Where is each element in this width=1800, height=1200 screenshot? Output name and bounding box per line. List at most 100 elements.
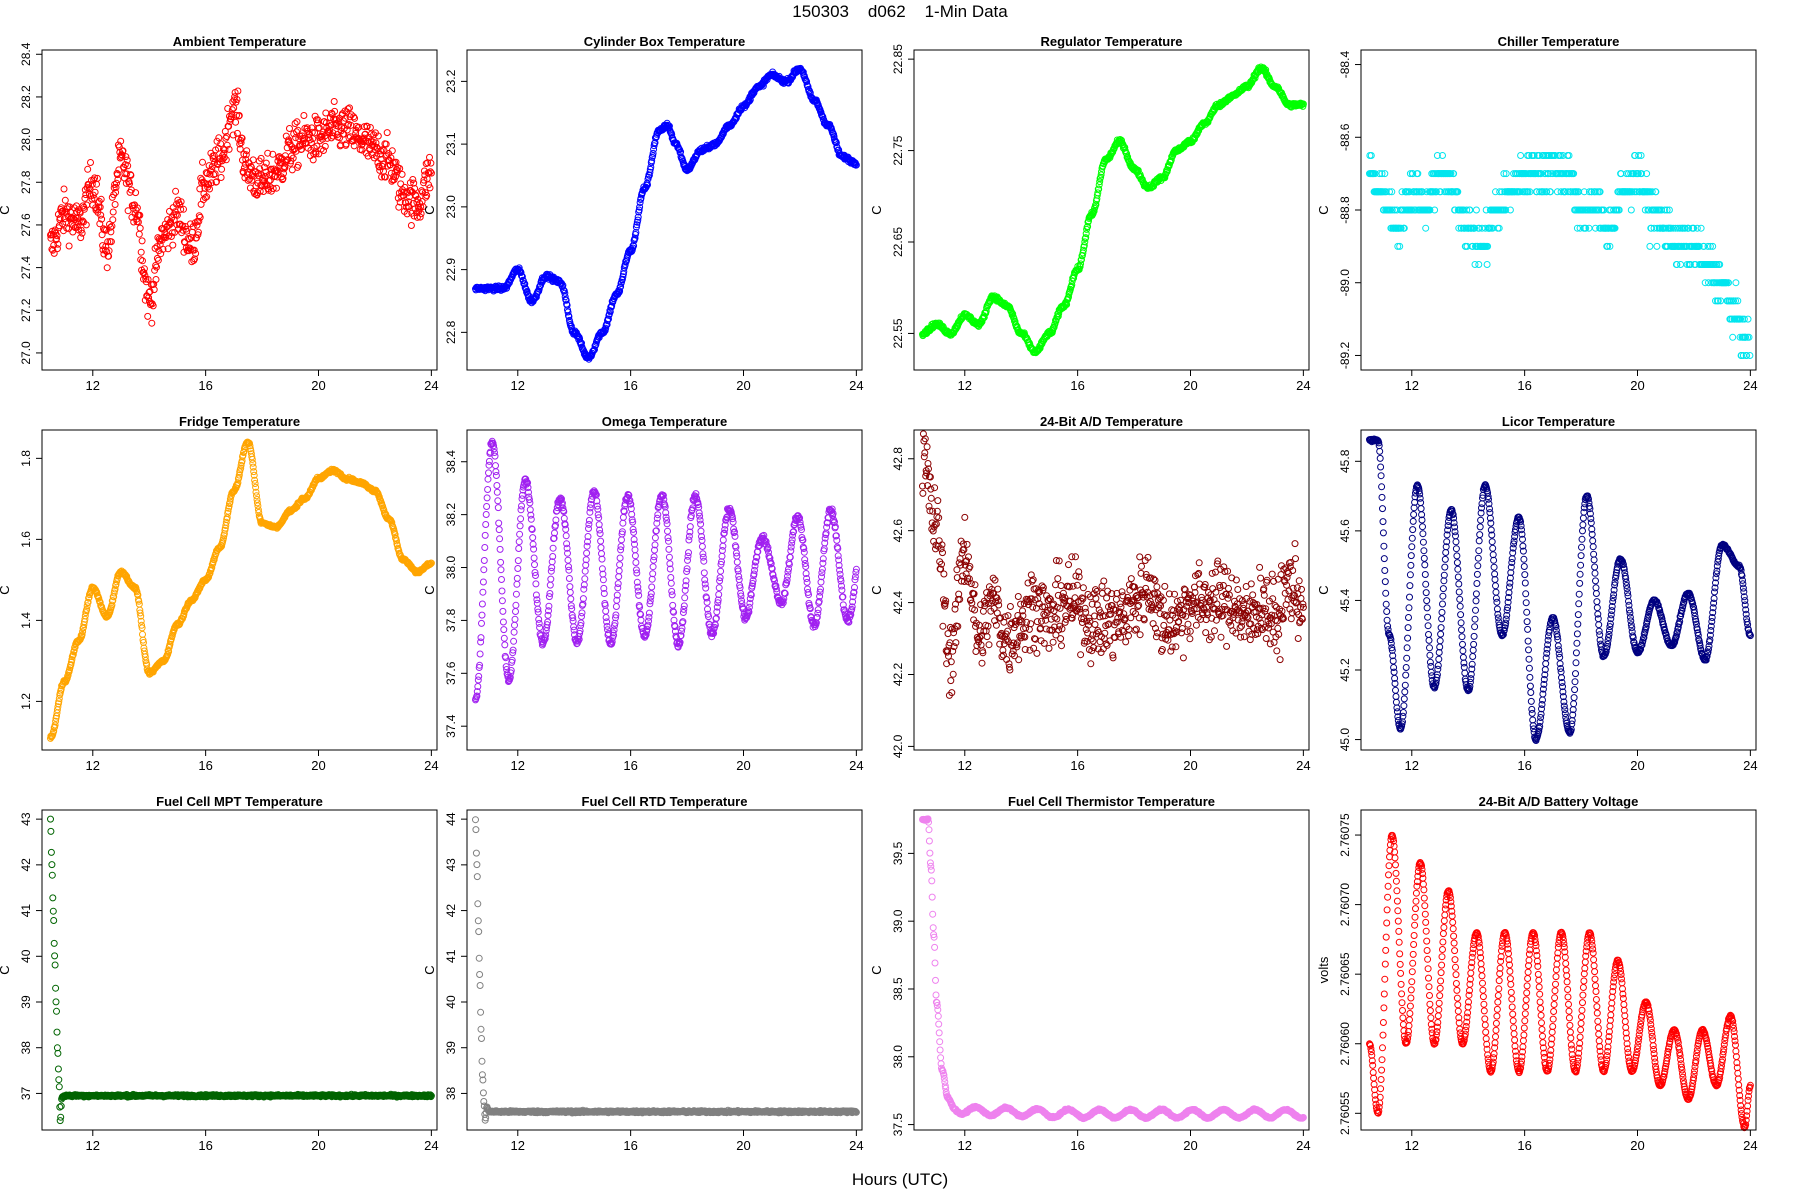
ambient-temperature-point bbox=[401, 183, 409, 191]
chiller-temperature-point bbox=[1653, 242, 1661, 250]
ambient-temperature-point bbox=[273, 184, 280, 192]
cylinder-box-temperature-y-tick-label: 22.9 bbox=[444, 258, 458, 282]
ambient-temperature-point bbox=[189, 223, 197, 231]
ambient-temperature-point bbox=[407, 222, 415, 229]
fridge-temperature-y-tick-label: 1.4 bbox=[19, 612, 33, 629]
ambient-temperature-point bbox=[76, 209, 84, 217]
ambient-temperature-point bbox=[320, 118, 328, 126]
ambient-temperature-point bbox=[344, 122, 352, 129]
ambient-temperature-point bbox=[180, 205, 187, 213]
ambient-temperature-chart: Ambient TemperatureC1216202427.027.227.4… bbox=[0, 34, 439, 393]
ambient-temperature-y-tick-label: 28.2 bbox=[19, 85, 33, 109]
chiller-temperature-y-label: C bbox=[1316, 205, 1331, 214]
ambient-temperature-point bbox=[298, 145, 306, 153]
chiller-temperature-point bbox=[1677, 261, 1685, 268]
ambient-temperature-point bbox=[173, 211, 181, 219]
omega-temperature-point bbox=[484, 486, 492, 493]
ambient-temperature-point bbox=[213, 178, 220, 186]
ambient-temperature-point bbox=[111, 201, 119, 208]
ambient-temperature-point bbox=[419, 203, 427, 211]
ambient-temperature-point bbox=[79, 217, 87, 225]
omega-temperature-point bbox=[492, 472, 500, 479]
omega-temperature-point bbox=[700, 557, 708, 565]
omega-temperature-point bbox=[566, 588, 574, 596]
omega-temperature-point bbox=[581, 575, 589, 583]
ambient-temperature-point bbox=[398, 170, 406, 178]
omega-temperature-x-tick-label: 12 bbox=[511, 758, 525, 773]
omega-temperature-points bbox=[472, 437, 860, 704]
omega-temperature-point bbox=[599, 576, 607, 584]
ambient-temperature-point bbox=[84, 165, 92, 173]
ambient-temperature-point bbox=[237, 139, 245, 147]
omega-temperature-point bbox=[497, 558, 505, 566]
ambient-temperature-point bbox=[364, 152, 372, 160]
ambient-temperature-point bbox=[202, 169, 210, 177]
omega-temperature-point bbox=[484, 475, 492, 483]
ambient-temperature-point bbox=[77, 234, 85, 242]
chiller-temperature-point bbox=[1697, 224, 1705, 232]
omega-temperature-point bbox=[500, 626, 508, 634]
omega-temperature-point bbox=[619, 519, 627, 527]
omega-temperature-point bbox=[597, 537, 605, 545]
ambient-temperature-point bbox=[346, 113, 354, 121]
omega-temperature-point bbox=[616, 561, 624, 569]
ambient-temperature-point bbox=[256, 165, 264, 173]
omega-temperature-point bbox=[719, 542, 727, 550]
omega-temperature-point bbox=[596, 530, 604, 538]
ambient-temperature-y-tick-label: 27.2 bbox=[19, 298, 33, 322]
fridge-temperature-x-tick-label: 24 bbox=[424, 758, 438, 773]
ambient-temperature-point bbox=[229, 131, 237, 139]
ambient-temperature-point bbox=[93, 180, 100, 188]
ambient-temperature-point bbox=[223, 141, 231, 149]
omega-temperature-point bbox=[664, 527, 671, 535]
ambient-temperature-point bbox=[79, 202, 87, 210]
ambient-temperature-point bbox=[232, 118, 240, 126]
ambient-temperature-point bbox=[190, 246, 198, 254]
ambient-temperature-point bbox=[291, 120, 299, 127]
omega-temperature-point bbox=[564, 556, 572, 564]
omega-temperature-point bbox=[602, 607, 610, 615]
ambient-temperature-point bbox=[228, 106, 236, 114]
omega-temperature-point bbox=[649, 563, 657, 571]
omega-temperature-y-tick-label: 37.6 bbox=[444, 661, 458, 685]
ambient-temperature-point bbox=[418, 198, 426, 205]
ambient-temperature-point bbox=[227, 113, 235, 121]
omega-temperature-point bbox=[483, 494, 491, 502]
ambient-temperature-point bbox=[113, 179, 120, 187]
ambient-temperature-point bbox=[176, 201, 184, 209]
ambient-temperature-point bbox=[344, 105, 352, 113]
ambient-temperature-point bbox=[107, 223, 114, 231]
ambient-temperature-point bbox=[150, 286, 158, 294]
regulator-temperature-x-tick-label: 20 bbox=[1183, 378, 1197, 393]
ambient-temperature-point bbox=[140, 265, 148, 273]
cylinder-box-temperature-y-tick-label: 23.2 bbox=[444, 69, 458, 93]
omega-temperature-point bbox=[496, 535, 504, 543]
ambient-temperature-point bbox=[211, 170, 219, 178]
ambient-temperature-point bbox=[330, 98, 338, 105]
ambient-temperature-point bbox=[373, 152, 380, 160]
ambient-temperature-point bbox=[144, 276, 152, 283]
omega-temperature-point bbox=[513, 574, 521, 582]
omega-temperature-point bbox=[480, 566, 488, 574]
omega-temperature-point bbox=[518, 502, 525, 510]
ambient-temperature-point bbox=[110, 191, 118, 199]
omega-temperature-point bbox=[562, 525, 570, 533]
omega-temperature-point bbox=[581, 567, 589, 575]
omega-temperature-point bbox=[731, 532, 739, 540]
page-title: 150303 d062 1-Min Data bbox=[792, 2, 1008, 21]
ambient-temperature-point bbox=[223, 133, 231, 140]
omega-temperature-point bbox=[814, 606, 822, 614]
ambient-temperature-x-tick-label: 12 bbox=[86, 378, 100, 393]
ambient-temperature-point bbox=[230, 104, 238, 112]
omega-temperature-point bbox=[480, 557, 488, 564]
ambient-temperature-x-tick-label: 20 bbox=[311, 378, 325, 393]
omega-temperature-point bbox=[685, 549, 692, 557]
ambient-temperature-point bbox=[300, 112, 308, 119]
ambient-temperature-point bbox=[149, 302, 157, 310]
omega-temperature-y-tick-label: 37.4 bbox=[444, 714, 458, 738]
ambient-temperature-point bbox=[257, 154, 265, 162]
ambient-temperature-point bbox=[320, 147, 327, 154]
chiller-temperature-title: Chiller Temperature bbox=[1498, 34, 1620, 49]
ambient-temperature-point bbox=[77, 226, 85, 234]
